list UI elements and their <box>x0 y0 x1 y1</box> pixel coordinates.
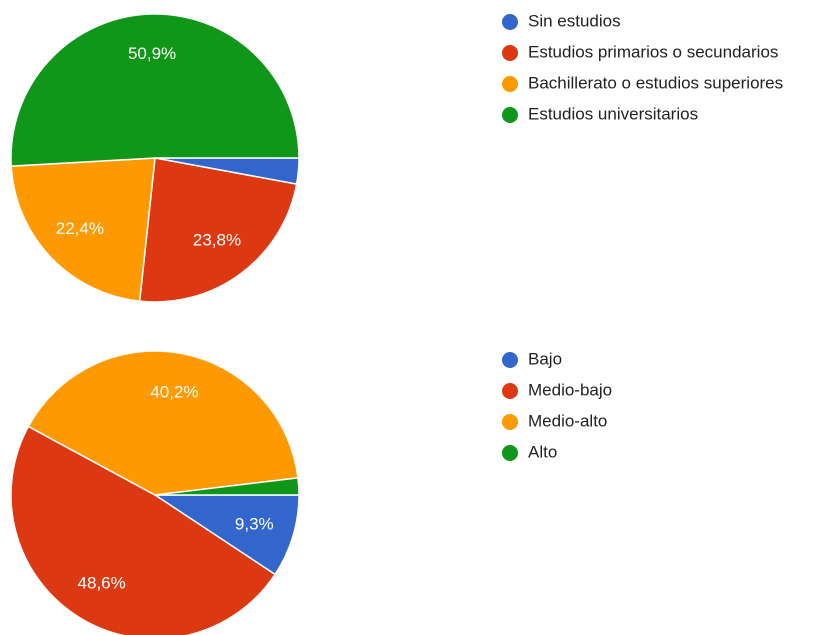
legend-label: Bajo <box>528 349 562 368</box>
slice-label: 48,6% <box>78 573 126 592</box>
slice-label: 40,2% <box>150 383 198 402</box>
slice-label: 22,4% <box>56 219 104 238</box>
pie-slice <box>27 350 299 496</box>
legend-label: Medio-bajo <box>528 380 612 399</box>
legend-label: Estudios primarios o secundarios <box>528 42 778 61</box>
legend-swatch <box>502 14 518 30</box>
pie-slice <box>10 157 156 303</box>
legend-label: Sin estudios <box>528 11 621 30</box>
legend-label: Estudios universitarios <box>528 104 698 123</box>
legend-swatch <box>502 383 518 399</box>
legend-swatch <box>502 45 518 61</box>
pie-slice <box>154 477 300 496</box>
pie-slice <box>138 157 298 303</box>
legend-swatch <box>502 445 518 461</box>
legend-swatch <box>502 352 518 368</box>
legend-swatch <box>502 414 518 430</box>
slice-label: 9,3% <box>235 514 274 533</box>
slice-label: 50,9% <box>128 44 176 63</box>
pie-slice <box>10 425 277 635</box>
pie-slice <box>152 494 300 576</box>
legend-swatch <box>502 107 518 123</box>
legend-label: Bachillerato o estudios superiores <box>528 73 783 92</box>
legend-swatch <box>502 76 518 92</box>
pie-slice <box>10 13 300 167</box>
legend-label: Alto <box>528 442 557 461</box>
legend-label: Medio-alto <box>528 411 607 430</box>
slice-label: 23,8% <box>193 231 241 250</box>
